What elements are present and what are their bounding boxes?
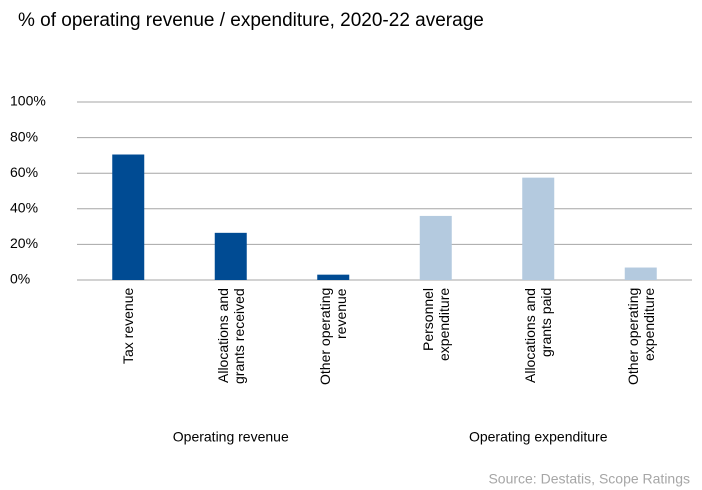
x-tick-label: Other operating expenditure [624, 288, 657, 386]
x-tick-label: Other operating revenue [317, 288, 350, 386]
y-tick-label: 0% [10, 271, 30, 287]
bar [419, 215, 452, 280]
bar [112, 154, 145, 280]
source: Source: Destatis, Scope Ratings [488, 471, 690, 487]
chart-title: % of operating revenue / expenditure, 20… [18, 10, 484, 31]
y-tick-label: 80% [10, 128, 38, 144]
bar [317, 274, 350, 280]
x-tick-label: Allocations and grants paid [522, 288, 555, 383]
group-label: Operating revenue [173, 429, 289, 445]
x-tick-label: Tax revenue [120, 288, 137, 365]
y-tick-label: 100% [10, 93, 46, 109]
y-tick-label: 20% [10, 235, 38, 251]
y-tick-label: 40% [10, 200, 38, 216]
x-tick-label: Allocations and grants received [214, 288, 247, 384]
bar [214, 232, 247, 280]
y-tick-label: 60% [10, 164, 38, 180]
x-tick-label: Personnel expenditure [419, 288, 452, 362]
bar [624, 267, 657, 280]
group-label: Operating expenditure [469, 429, 608, 445]
bar [522, 177, 555, 280]
